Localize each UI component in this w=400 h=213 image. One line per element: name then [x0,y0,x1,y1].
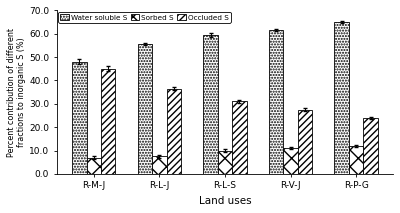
Bar [152,156,167,174]
Bar [86,158,101,174]
Bar [203,35,218,174]
X-axis label: Land uses: Land uses [199,196,251,206]
Bar [138,44,152,174]
Legend: Water soluble S, Sorbed S, Occluded S: Water soluble S, Sorbed S, Occluded S [58,12,231,23]
Bar [72,62,86,174]
Bar [334,22,349,174]
Bar [349,146,363,174]
Bar [363,118,378,174]
Bar [167,89,181,174]
Bar [218,151,232,174]
Bar [298,110,312,174]
Bar [101,69,116,174]
Bar [232,101,247,174]
Bar [283,148,298,174]
Bar [269,30,283,174]
Y-axis label: Percent contribution of different
fractions to inorganic S (%): Percent contribution of different fracti… [7,28,26,157]
